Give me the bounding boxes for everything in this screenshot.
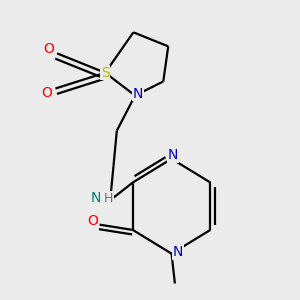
Text: N: N <box>168 148 178 162</box>
Text: O: O <box>44 42 54 56</box>
Text: O: O <box>87 214 98 228</box>
Text: N: N <box>133 87 143 101</box>
Text: N: N <box>91 191 101 206</box>
Text: S: S <box>101 66 110 80</box>
Text: O: O <box>42 86 52 100</box>
Text: N: N <box>173 245 183 259</box>
Text: H: H <box>104 192 113 205</box>
